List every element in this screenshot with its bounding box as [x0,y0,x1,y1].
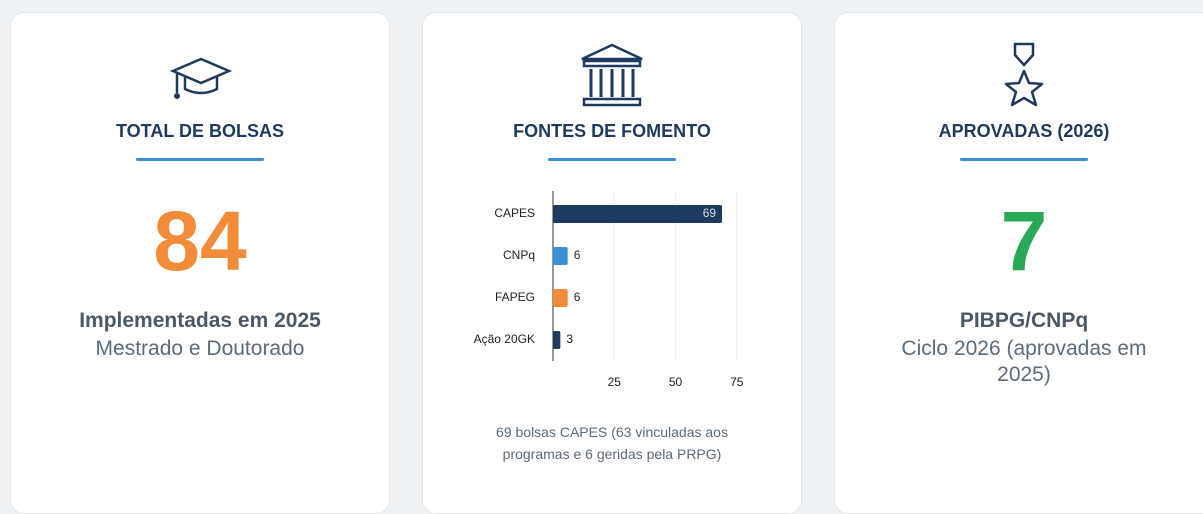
title-rule [548,158,676,161]
bar [553,247,568,265]
card-title: FONTES DE FOMENTO [513,121,711,141]
bar [553,205,723,223]
value-label: 6 [574,290,581,304]
card-aprovadas: APROVADAS (2026) 7 PIBPG/CNPq Ciclo 2026… [834,12,1203,514]
card-value: 84 [153,194,247,288]
chart-note: 69 bolsas CAPES (63 vinculadas aos progr… [496,424,728,462]
title-rule [136,158,264,161]
icon-graduation [169,57,233,99]
card-line1: PIBPG/CNPq [959,309,1089,332]
value-label: 6 [574,248,581,262]
y-tick-label: CNPq [503,248,535,262]
card-fontes: FONTES DE FOMENTO 25 50 75 CAPES 69 CNPq 6 FAPE… [422,12,802,514]
x-tick-label: 50 [669,375,683,389]
bar [553,331,561,349]
chart: 25 50 75 CAPES 69 CNPq 6 FAPEG 6 Ação 20GK 3 [474,191,744,389]
page: TOTAL DE BOLSAS 84 Implementadas em 2025… [10,12,1203,514]
value-label: 69 [703,206,717,220]
card-total: TOTAL DE BOLSAS 84 Implementadas em 2025… [10,12,390,514]
card-title: TOTAL DE BOLSAS [115,121,284,141]
value-label: 3 [566,332,573,346]
x-tick-label: 25 [608,375,622,389]
icon-building [581,43,643,107]
icon-medal [1004,42,1044,107]
y-tick-label: FAPEG [495,290,535,304]
y-tick-label: Ação 20GK [474,332,535,346]
bar [553,289,568,307]
title-rule [960,158,1088,161]
card-value: 7 [1000,194,1048,288]
card-line2: Ciclo 2026 (aprovadas em 2025) [901,337,1147,386]
x-tick-label: 75 [730,375,744,389]
card-line2: Mestrado e Doutorado [95,337,305,360]
card-title: APROVADAS (2026) [938,121,1110,141]
card-line1: Implementadas em 2025 [79,309,321,332]
y-tick-label: CAPES [494,206,535,220]
